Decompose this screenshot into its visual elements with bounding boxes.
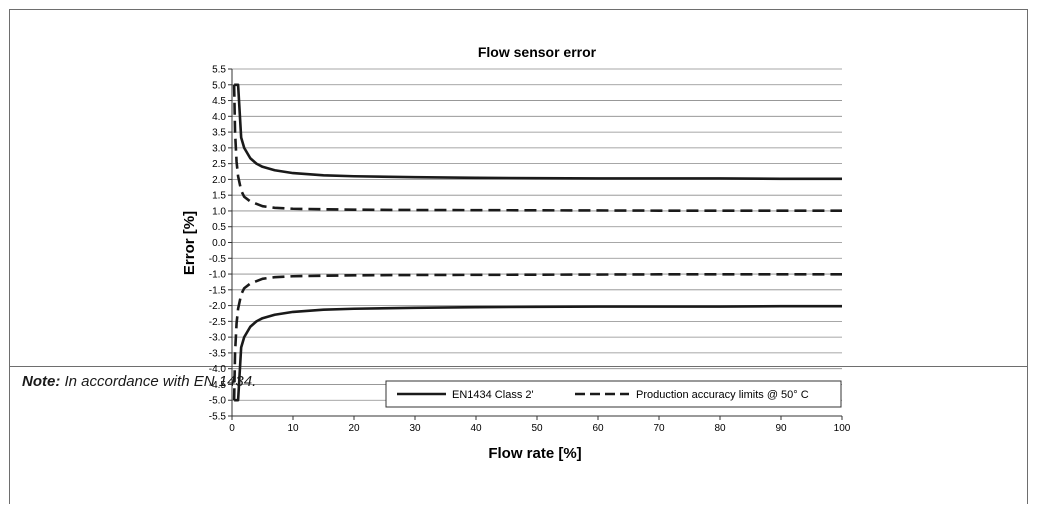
x-tick-label: 90 xyxy=(775,423,787,434)
y-tick-label: -5.0 xyxy=(209,396,227,407)
series-layer xyxy=(232,83,842,402)
y-tick-label: -2.0 xyxy=(209,301,227,312)
y-tick-label: -5.5 xyxy=(209,412,227,423)
x-tick-label: 70 xyxy=(653,423,665,434)
y-tick-label: 1.0 xyxy=(212,206,226,217)
x-tick-label: 60 xyxy=(592,423,604,434)
legend: EN1434 Class 2' Production accuracy limi… xyxy=(385,380,842,408)
y-tick-label: -3.5 xyxy=(209,348,227,359)
series-production-upper-line xyxy=(232,84,842,212)
y-tick-label: 3.0 xyxy=(212,143,226,154)
x-tick-label: 40 xyxy=(470,423,482,434)
note: Note: In accordance with EN 1434. xyxy=(22,373,256,390)
x-tick-label: 10 xyxy=(287,423,299,434)
y-tick-label: 5.5 xyxy=(212,65,226,76)
y-tick-label: 4.5 xyxy=(212,96,226,107)
y-tick-label: 5.0 xyxy=(212,80,226,91)
y-tick-label: 0.5 xyxy=(212,222,226,233)
series-production-lower-line xyxy=(232,273,842,401)
y-tick-label: 4.0 xyxy=(212,112,226,123)
y-tick-label: -4.0 xyxy=(209,364,227,375)
x-tick-label: 50 xyxy=(531,423,543,434)
x-tick-label: 0 xyxy=(229,423,235,434)
figure-frame xyxy=(9,9,1028,504)
y-tick-label: 2.5 xyxy=(212,159,226,170)
series-en1434-lower-line xyxy=(234,304,842,402)
y-tick-label: 0.0 xyxy=(212,238,226,249)
chart-title: Flow sensor error xyxy=(478,44,597,60)
x-tick-label: 30 xyxy=(409,423,421,434)
y-tick-label: -4.5 xyxy=(209,380,227,391)
x-tick-label: 100 xyxy=(834,423,851,434)
y-tick-label: 2.0 xyxy=(212,175,226,186)
note-separator xyxy=(9,366,1028,367)
y-tick-label: 3.5 xyxy=(212,128,226,139)
y-axis-label: Error [%] xyxy=(181,211,198,275)
y-tick-label: -1.0 xyxy=(209,270,227,281)
y-tick-label: -0.5 xyxy=(209,254,227,265)
legend-label-en1434: EN1434 Class 2' xyxy=(452,389,534,401)
y-tick-label: 1.5 xyxy=(212,191,226,202)
x-tick-label: 80 xyxy=(714,423,726,434)
series-en1434-upper-line xyxy=(234,83,842,181)
axes: 5.5 5.0 4.5 4.0 3.5 3.0 2.5 2.0 1.5 1.0 0.5 0.0 -0.5… xyxy=(209,65,851,435)
x-tick-label: 20 xyxy=(348,423,360,434)
legend-label-production: Production accuracy limits @ 50° C xyxy=(636,389,809,401)
note-label: Note: xyxy=(22,373,61,390)
y-tick-label: -1.5 xyxy=(209,285,227,296)
y-tick-label: -3.0 xyxy=(209,333,227,344)
x-axis-label: Flow rate [%] xyxy=(488,445,581,462)
y-tick-label: -2.5 xyxy=(209,317,227,328)
note-text: In accordance with EN 1434. xyxy=(60,373,257,390)
grid-lines xyxy=(232,68,842,417)
